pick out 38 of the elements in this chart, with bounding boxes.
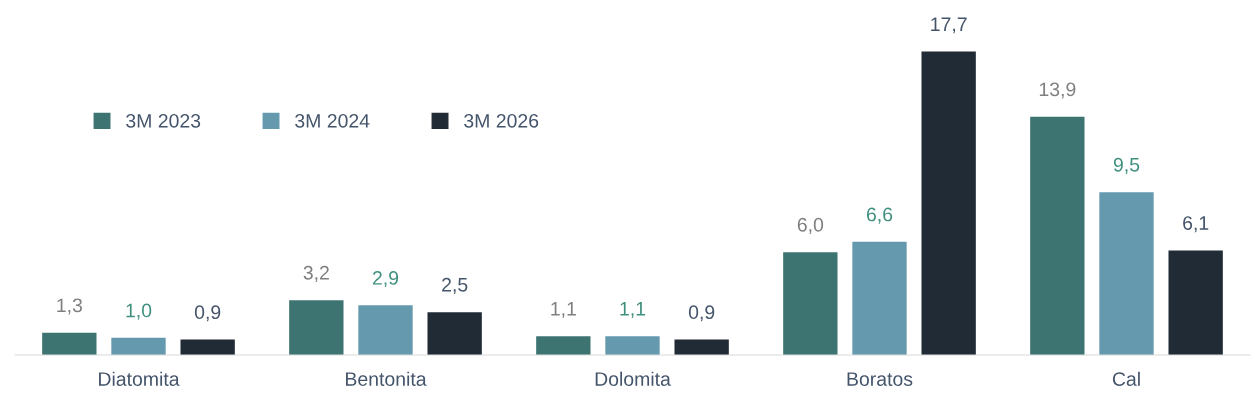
bar (111, 337, 166, 355)
data-label: 1,1 (551, 302, 576, 318)
data-label: 1,0 (126, 303, 152, 320)
bar (358, 305, 413, 355)
data-label: 17,7 (931, 17, 967, 34)
legend-label: 3M 2026 (464, 113, 539, 128)
bar (783, 252, 838, 355)
bar (536, 336, 591, 355)
data-label: 3,2 (303, 265, 329, 282)
data-label: 1,3 (57, 298, 82, 315)
data-label: 0,9 (688, 305, 715, 322)
x-tick-label: Cal (1112, 371, 1140, 386)
bar (1099, 192, 1154, 355)
data-label: 2,5 (442, 277, 468, 294)
bar (852, 241, 907, 355)
data-label: 6,6 (866, 207, 893, 224)
data-label: 2,9 (372, 271, 399, 288)
legend-label: 3M 2023 (126, 113, 201, 128)
bar (605, 336, 660, 355)
bar (674, 339, 729, 355)
x-tick-label: Bentonita (346, 371, 427, 386)
bar (921, 51, 976, 355)
x-tick-label: Boratos (847, 372, 913, 386)
legend-label: 3M 2024 (295, 113, 370, 128)
bar (427, 312, 482, 355)
bar (1168, 250, 1223, 355)
data-label: 6,0 (797, 217, 824, 234)
bar (289, 300, 344, 355)
data-label: 0,9 (194, 305, 221, 322)
data-label: 6,1 (1183, 216, 1209, 233)
bar (42, 332, 97, 355)
data-label: 13,9 (1039, 82, 1076, 99)
data-label: 9,5 (1113, 157, 1140, 174)
x-tick-label: Diatomita (99, 371, 180, 386)
x-tick-label: Dolomita (595, 371, 671, 386)
bar (1030, 116, 1085, 355)
bar (180, 339, 235, 355)
data-label: 1,1 (620, 302, 646, 318)
